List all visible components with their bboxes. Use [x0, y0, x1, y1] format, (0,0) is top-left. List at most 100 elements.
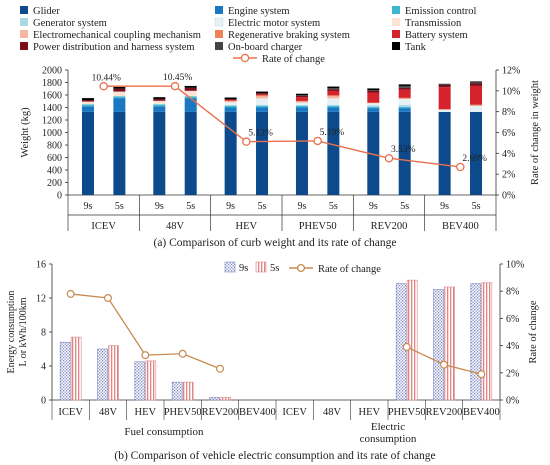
bar-phev50-5s-power-distribution-and-harness-system [327, 89, 340, 91]
legend-swatch-5 [214, 17, 224, 27]
bar-icev-5s-engine-system [113, 98, 126, 112]
b-y2-tick-label-5: 10% [506, 260, 524, 271]
legend-swatch-5s [255, 261, 267, 273]
bar-b-9s-rev200-electric [433, 289, 444, 401]
legend-swatch-11 [215, 42, 223, 50]
group-label-phev50: PHEV50 [299, 221, 337, 232]
legend-swatch-12 [392, 42, 400, 50]
bar-hev-9s-emission-control [224, 105, 237, 108]
bar-rev200-9s-power-distribution-and-harness-system [367, 90, 380, 93]
y2-tick-label-0: 0% [502, 191, 515, 202]
y-tick-label-1000: 1000 [42, 128, 62, 139]
b-y-tick-label-4: 4 [41, 362, 46, 373]
bar-hev-9s-electromechanical-coupling-mechanism [224, 101, 237, 103]
y2-tick-label-6: 12% [502, 66, 520, 77]
bar-b-9s-hev-fuel [134, 361, 146, 401]
bar-rev200-5s-power-distribution-and-harness-system [398, 87, 411, 90]
bar-b-5s-phev50-electric [406, 279, 418, 401]
legend-marker-rate [240, 53, 250, 63]
bar-b-5s-hev-fuel [145, 360, 157, 401]
bar-rev200-9s-tank [367, 88, 380, 90]
rate-label-icev: 10.44% [92, 73, 121, 83]
y-tick-label-200: 200 [47, 178, 62, 189]
legend-swatch-7 [20, 30, 28, 38]
x-sub-label-icev-9s: 9s [84, 201, 93, 212]
rate-point-b-fuel-hev [141, 351, 150, 360]
rate-point-bev400 [456, 162, 465, 172]
y-tick-label-1200: 1200 [42, 116, 62, 127]
bar-icev-9s-emission-control [81, 104, 94, 107]
x-sub-label-hev-9s: 9s [226, 201, 235, 212]
bar-bev400-9s-regenerative-braking-system [438, 109, 451, 110]
bar-hev-9s-tank [224, 97, 237, 100]
bar-phev50-5s-battery-system [327, 90, 340, 96]
legend-label-5: Electric motor system [228, 18, 320, 29]
legend-label-4: Generator system [33, 18, 107, 29]
y2-tick-label-5: 10% [502, 86, 520, 97]
y-axis-label: Weight (kg) [20, 107, 31, 158]
bar-48v-5s-engine-system [184, 98, 197, 112]
rate-label-phev50: 5.19% [320, 128, 345, 138]
bar-b-5s-rev200-fuel [220, 397, 231, 401]
bar-phev50-9s-regenerative-braking-system [295, 100, 308, 102]
b-y-tick-label-16: 16 [36, 260, 46, 271]
bar-icev-9s-transmission [81, 101, 94, 105]
bar-rev200-5s-electric-motor-system [398, 98, 411, 105]
legend-label-3: Emission control [405, 6, 477, 17]
bar-b-5s-48v-fuel [108, 345, 119, 401]
bar-hev-5s-engine-system [256, 107, 269, 112]
rate-line-a [103, 85, 461, 168]
bar-rev200-9s-on-board-charger [367, 90, 380, 91]
b-x-label-bev400-electric: BEV400 [463, 407, 500, 418]
bar-rev200-5s-glider [398, 111, 411, 195]
bar-icev-5s-power-distribution-and-harness-system [113, 88, 126, 92]
bar-phev50-9s-emission-control [295, 105, 308, 108]
group-label-rev200: REV200 [371, 221, 408, 232]
rate-point-b-electric-phev50 [402, 342, 411, 351]
legend-label-10: Power distribution and harness system [33, 42, 195, 53]
bar-icev-9s-engine-system [81, 106, 94, 112]
bar-hev-5s-electromechanical-coupling-mechanism [256, 96, 269, 99]
bar-rev200-5s-engine-system [398, 108, 411, 112]
legend-label-8: Regenerative braking system [228, 30, 350, 41]
bar-hev-9s-regenerative-braking-system [224, 100, 237, 102]
bar-48v-9s-electric-motor-system [153, 103, 166, 105]
rate-point-b-fuel-rev200 [216, 364, 225, 373]
bar-48v-9s-power-distribution-and-harness-system [153, 99, 166, 101]
bar-phev50-9s-on-board-charger [295, 95, 308, 96]
x-sub-label-48v-9s: 9s [155, 201, 164, 212]
y-tick-label-0: 0 [57, 191, 62, 202]
bar-b-5s-phev50-fuel [182, 381, 194, 401]
bar-48v-9s-transmission [153, 100, 166, 104]
bar-icev-5s-transmission [113, 91, 126, 97]
legend-swatch-9s [224, 261, 236, 273]
y-tick-label-1800: 1800 [42, 78, 62, 89]
rate-point-icev [99, 82, 108, 91]
bar-phev50-5s-on-board-charger [327, 88, 340, 90]
bar-phev50-9s-electromechanical-coupling-mechanism [295, 101, 308, 103]
bar-bev400-9s-electric-motor-system [438, 109, 451, 112]
bar-icev-9s-glider [81, 111, 94, 195]
legend-swatch-6 [392, 18, 400, 26]
bar-rev200-5s-regenerative-braking-system [398, 97, 411, 99]
bar-rev200-9s-electric-motor-system [367, 103, 380, 106]
b-x-label-icev-electric: ICEV [282, 407, 307, 418]
bar-bev400-5s-power-distribution-and-harness-system [470, 83, 483, 86]
b-x-label-48v-electric: 48V [323, 407, 342, 418]
bar-hev-5s-glider [256, 111, 269, 195]
x-sub-label-rev200-9s: 9s [369, 201, 378, 212]
b-x-label-phev50-electric: PHEV50 [388, 407, 426, 418]
bar-48v-9s-engine-system [153, 106, 166, 112]
bar-48v-9s-glider [153, 111, 166, 195]
b-x-label-bev400-fuel: BEV400 [239, 407, 276, 418]
bar-icev-9s-tank [81, 98, 94, 100]
bar-rev200-9s-emission-control [367, 106, 380, 109]
bar-rev200-5s-battery-system [398, 89, 411, 98]
bar-icev-9s-power-distribution-and-harness-system [81, 100, 94, 102]
legend-label-11: On-board charger [228, 42, 303, 53]
bar-phev50-5s-regenerative-braking-system [327, 95, 340, 97]
bar-rev200-9s-battery-system [367, 92, 380, 103]
x-sub-label-48v-5s: 5s [186, 201, 195, 212]
rate-point-hev [242, 137, 251, 146]
